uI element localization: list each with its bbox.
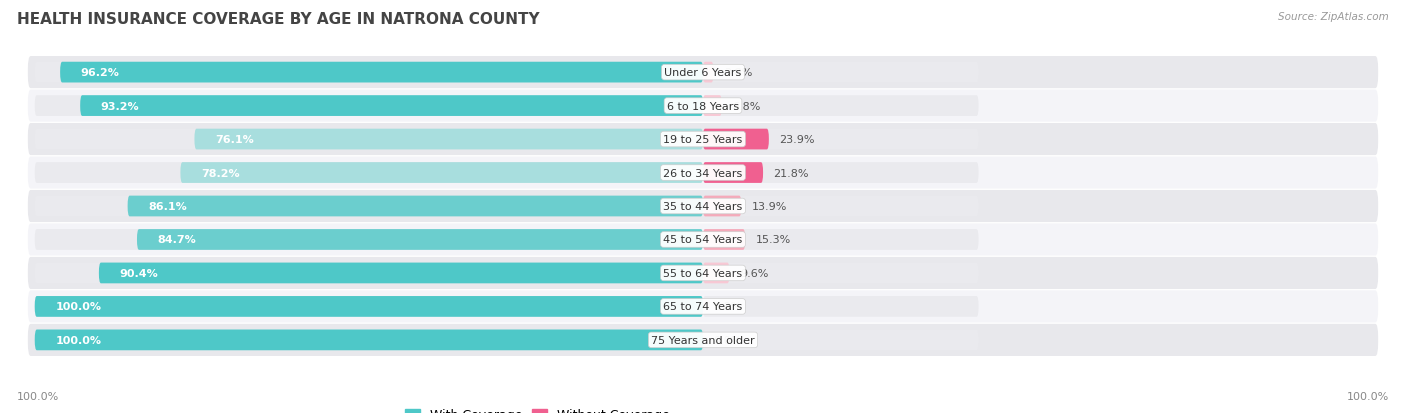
Text: 13.9%: 13.9% xyxy=(752,202,787,211)
FancyBboxPatch shape xyxy=(180,163,703,183)
FancyBboxPatch shape xyxy=(35,63,703,83)
FancyBboxPatch shape xyxy=(128,196,703,217)
Text: 6 to 18 Years: 6 to 18 Years xyxy=(666,101,740,112)
FancyBboxPatch shape xyxy=(703,196,979,217)
Text: 100.0%: 100.0% xyxy=(1347,391,1389,401)
FancyBboxPatch shape xyxy=(28,57,1378,89)
FancyBboxPatch shape xyxy=(703,63,979,83)
Text: Under 6 Years: Under 6 Years xyxy=(665,68,741,78)
FancyBboxPatch shape xyxy=(703,129,769,150)
FancyBboxPatch shape xyxy=(98,263,703,284)
Text: 100.0%: 100.0% xyxy=(55,301,101,312)
FancyBboxPatch shape xyxy=(194,129,703,150)
FancyBboxPatch shape xyxy=(28,324,1378,356)
Text: 15.3%: 15.3% xyxy=(755,235,790,245)
Text: 100.0%: 100.0% xyxy=(17,391,59,401)
FancyBboxPatch shape xyxy=(35,263,703,284)
FancyBboxPatch shape xyxy=(35,330,703,350)
FancyBboxPatch shape xyxy=(28,257,1378,290)
FancyBboxPatch shape xyxy=(703,129,979,150)
FancyBboxPatch shape xyxy=(703,230,745,250)
FancyBboxPatch shape xyxy=(35,96,703,117)
FancyBboxPatch shape xyxy=(703,230,979,250)
Text: 75 Years and older: 75 Years and older xyxy=(651,335,755,345)
FancyBboxPatch shape xyxy=(28,157,1378,189)
FancyBboxPatch shape xyxy=(703,263,979,284)
FancyBboxPatch shape xyxy=(28,90,1378,122)
Text: 23.9%: 23.9% xyxy=(779,135,814,145)
Text: 26 to 34 Years: 26 to 34 Years xyxy=(664,168,742,178)
FancyBboxPatch shape xyxy=(28,224,1378,256)
Legend: With Coverage, Without Coverage: With Coverage, Without Coverage xyxy=(399,404,675,413)
Text: 6.8%: 6.8% xyxy=(733,101,761,112)
Text: 100.0%: 100.0% xyxy=(55,335,101,345)
Text: 84.7%: 84.7% xyxy=(157,235,197,245)
Text: 65 to 74 Years: 65 to 74 Years xyxy=(664,301,742,312)
FancyBboxPatch shape xyxy=(703,196,741,217)
FancyBboxPatch shape xyxy=(35,296,703,317)
Text: 76.1%: 76.1% xyxy=(215,135,254,145)
FancyBboxPatch shape xyxy=(28,190,1378,223)
Text: 96.2%: 96.2% xyxy=(80,68,120,78)
Text: 21.8%: 21.8% xyxy=(773,168,808,178)
FancyBboxPatch shape xyxy=(35,296,703,317)
FancyBboxPatch shape xyxy=(28,291,1378,323)
Text: 35 to 44 Years: 35 to 44 Years xyxy=(664,202,742,211)
FancyBboxPatch shape xyxy=(35,330,703,350)
Text: 0.0%: 0.0% xyxy=(713,301,741,312)
FancyBboxPatch shape xyxy=(80,96,703,117)
FancyBboxPatch shape xyxy=(703,163,763,183)
FancyBboxPatch shape xyxy=(35,163,703,183)
Text: 45 to 54 Years: 45 to 54 Years xyxy=(664,235,742,245)
FancyBboxPatch shape xyxy=(35,230,703,250)
FancyBboxPatch shape xyxy=(703,263,730,284)
Text: 19 to 25 Years: 19 to 25 Years xyxy=(664,135,742,145)
FancyBboxPatch shape xyxy=(28,123,1378,156)
FancyBboxPatch shape xyxy=(35,196,703,217)
FancyBboxPatch shape xyxy=(60,63,703,83)
Text: 9.6%: 9.6% xyxy=(740,268,768,278)
Text: 3.8%: 3.8% xyxy=(724,68,752,78)
Text: 90.4%: 90.4% xyxy=(120,268,159,278)
FancyBboxPatch shape xyxy=(703,163,979,183)
Text: HEALTH INSURANCE COVERAGE BY AGE IN NATRONA COUNTY: HEALTH INSURANCE COVERAGE BY AGE IN NATR… xyxy=(17,12,540,27)
FancyBboxPatch shape xyxy=(35,129,703,150)
Text: 86.1%: 86.1% xyxy=(148,202,187,211)
Text: Source: ZipAtlas.com: Source: ZipAtlas.com xyxy=(1278,12,1389,22)
FancyBboxPatch shape xyxy=(703,63,713,83)
FancyBboxPatch shape xyxy=(136,230,703,250)
Text: 78.2%: 78.2% xyxy=(201,168,239,178)
Text: 0.0%: 0.0% xyxy=(713,335,741,345)
FancyBboxPatch shape xyxy=(703,96,979,117)
Text: 55 to 64 Years: 55 to 64 Years xyxy=(664,268,742,278)
FancyBboxPatch shape xyxy=(703,296,979,317)
FancyBboxPatch shape xyxy=(703,330,979,350)
FancyBboxPatch shape xyxy=(703,96,721,117)
Text: 93.2%: 93.2% xyxy=(101,101,139,112)
